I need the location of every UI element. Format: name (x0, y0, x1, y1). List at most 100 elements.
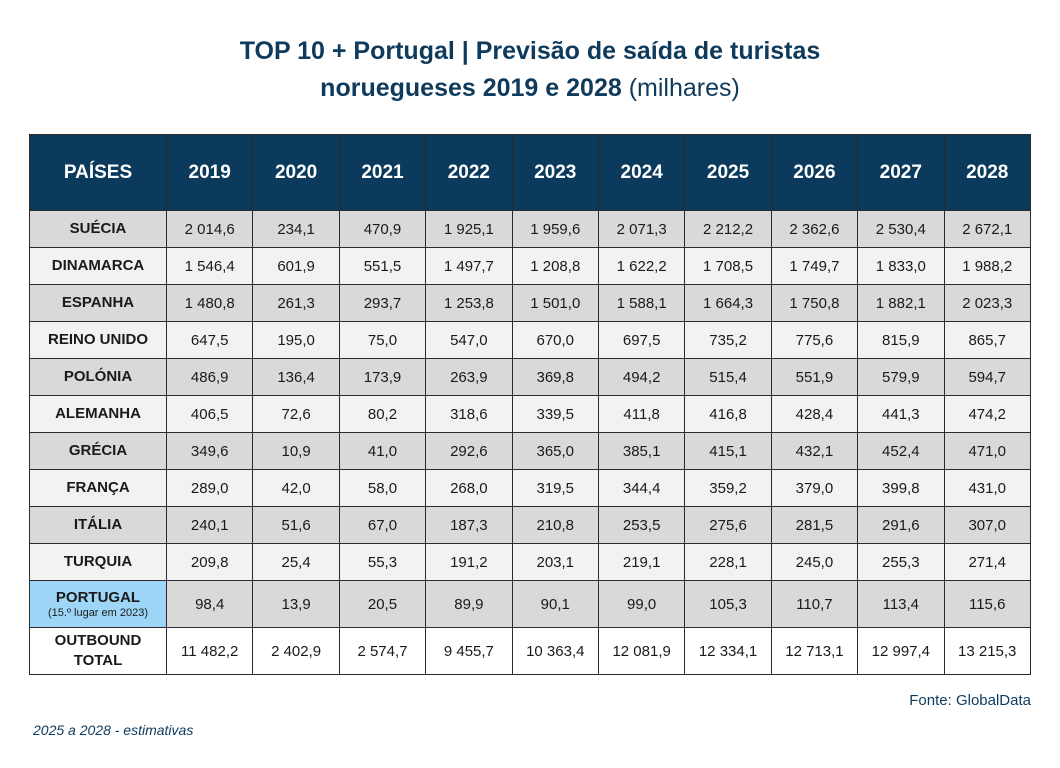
table-row: ITÁLIA 240,1 51,6 67,0 187,3 210,8 253,5 275,6 2… (29, 506, 1031, 544)
table-cell: 379,0 (770, 469, 859, 507)
table-cell: 2 530,4 (857, 210, 945, 248)
table-cell: 2 402,9 (252, 627, 340, 675)
table-row: POLÓNIA 486,9 136,4 173,9 263,9 369,8 494,2 515… (29, 358, 1031, 396)
table-cell: 1 497,7 (425, 247, 513, 285)
table-cell: 2 023,3 (943, 284, 1031, 322)
table-cell: 12 081,9 (597, 627, 686, 675)
table-cell: 98,4 (165, 580, 254, 628)
table-cell: 670,0 (511, 321, 599, 359)
portugal-rank-note: (15.º lugar em 2023) (47, 606, 148, 619)
table-cell: 601,9 (252, 247, 340, 285)
table-cell: 11 482,2 (165, 627, 254, 675)
header-year: 2025 (684, 134, 772, 211)
table-cell: 51,6 (252, 506, 340, 544)
table-cell: 474,2 (943, 395, 1031, 433)
table-cell: 293,7 (338, 284, 427, 322)
title-line-1: TOP 10 + Portugal | Previsão de saída de… (239, 37, 821, 65)
table-cell: 365,0 (511, 432, 599, 470)
table-row: REINO UNIDO 647,5 195,0 75,0 547,0 670,0 697,5… (29, 321, 1031, 359)
table-cell: 219,1 (597, 543, 686, 581)
table-cell: 9 455,7 (425, 627, 513, 675)
table-cell: 470,9 (338, 210, 427, 248)
table-cell: 2 362,6 (770, 210, 859, 248)
table-cell: 13,9 (252, 580, 340, 628)
total-label: OUTBOUND TOTAL (29, 627, 167, 675)
title-unit: (milhares) (628, 74, 740, 102)
table-cell: 452,4 (857, 432, 945, 470)
table-cell: 210,8 (511, 506, 599, 544)
table-cell: 385,1 (597, 432, 686, 470)
table-body: SUÉCIA 2 014,6 234,1 470,9 1 925,1 1 959,6 2 0… (29, 210, 1031, 675)
table-cell: 13 215,3 (943, 627, 1031, 675)
table-cell: 12 713,1 (770, 627, 859, 675)
table-cell: 234,1 (252, 210, 340, 248)
estimates-note: 2025 a 2028 - estimativas (33, 722, 194, 738)
country-label: ITÁLIA (29, 506, 167, 544)
country-label: GRÉCIA (29, 432, 167, 470)
table-cell: 1 253,8 (425, 284, 513, 322)
table-cell: 815,9 (857, 321, 945, 359)
table-cell: 136,4 (252, 358, 340, 396)
table-cell: 416,8 (684, 395, 772, 433)
country-label: POLÓNIA (29, 358, 167, 396)
header-countries: PAÍSES (29, 134, 167, 211)
table-cell: 1 749,7 (770, 247, 859, 285)
table-cell: 551,5 (338, 247, 427, 285)
table-cell: 1 882,1 (857, 284, 945, 322)
table-cell: 339,5 (511, 395, 599, 433)
table-cell: 58,0 (338, 469, 427, 507)
table-cell: 415,1 (684, 432, 772, 470)
table-cell: 275,6 (684, 506, 772, 544)
table-cell: 55,3 (338, 543, 427, 581)
country-label: SUÉCIA (29, 210, 167, 248)
table-cell: 1 546,4 (165, 247, 254, 285)
table-cell: 75,0 (338, 321, 427, 359)
table-row-portugal: PORTUGAL (15.º lugar em 2023) 98,4 13,9 20,5… (29, 580, 1031, 628)
table-cell: 289,0 (165, 469, 254, 507)
table-row: ESPANHA 1 480,8 261,3 293,7 1 253,8 1 501,0 1 … (29, 284, 1031, 322)
table-cell: 105,3 (684, 580, 772, 628)
table-cell: 865,7 (943, 321, 1031, 359)
table-cell: 1 708,5 (684, 247, 772, 285)
country-label: FRANÇA (29, 469, 167, 507)
header-year: 2024 (597, 134, 686, 211)
country-label: TURQUIA (29, 543, 167, 581)
table-cell: 281,5 (770, 506, 859, 544)
table-cell: 1 750,8 (770, 284, 859, 322)
table-cell: 494,2 (597, 358, 686, 396)
table-cell: 209,8 (165, 543, 254, 581)
table-row-total: OUTBOUND TOTAL 11 482,2 2 402,9 2 574,7 9 455… (29, 627, 1031, 675)
total-label-line-1: OUTBOUND (54, 632, 142, 649)
table-cell: 240,1 (165, 506, 254, 544)
table-cell: 1 959,6 (511, 210, 599, 248)
table-cell: 471,0 (943, 432, 1031, 470)
header-year: 2021 (338, 134, 427, 211)
header-year: 2020 (252, 134, 340, 211)
table-cell: 2 071,3 (597, 210, 686, 248)
table-cell: 191,2 (425, 543, 513, 581)
table-cell: 515,4 (684, 358, 772, 396)
table-cell: 2 014,6 (165, 210, 254, 248)
table-cell: 263,9 (425, 358, 513, 396)
table-cell: 697,5 (597, 321, 686, 359)
table-cell: 2 212,2 (684, 210, 772, 248)
table-cell: 579,9 (857, 358, 945, 396)
country-label: REINO UNIDO (29, 321, 167, 359)
header-year: 2022 (425, 134, 513, 211)
table-cell: 1 480,8 (165, 284, 254, 322)
table-cell: 349,6 (165, 432, 254, 470)
table-cell: 399,8 (857, 469, 945, 507)
table-cell: 1 925,1 (425, 210, 513, 248)
table-cell: 369,8 (511, 358, 599, 396)
table-cell: 89,9 (425, 580, 513, 628)
table-cell: 99,0 (597, 580, 686, 628)
portugal-name: PORTUGAL (55, 588, 141, 606)
country-label: ESPANHA (29, 284, 167, 322)
table-cell: 1 208,8 (511, 247, 599, 285)
table-cell: 594,7 (943, 358, 1031, 396)
country-label-portugal: PORTUGAL (15.º lugar em 2023) (29, 580, 167, 628)
tourism-forecast-table: PAÍSES 2019 2020 2021 2022 2023 2024 2025 2026 20… (29, 134, 1031, 675)
table-cell: 775,6 (770, 321, 859, 359)
table-cell: 1 988,2 (943, 247, 1031, 285)
table-cell: 228,1 (684, 543, 772, 581)
